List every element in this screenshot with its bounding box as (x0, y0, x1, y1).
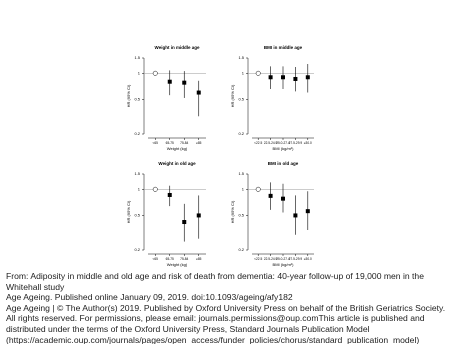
reference-point (152, 186, 158, 192)
point (268, 75, 273, 80)
y-tick-label: 1.5 (238, 55, 244, 60)
y-axis-label: HR (95% CI) (126, 84, 131, 107)
caption-url: (https://academic.oup.com/journals/pages… (6, 334, 420, 344)
reference-point (255, 70, 261, 76)
point (305, 75, 310, 80)
y-axis-label: HR (95% CI) (230, 84, 235, 107)
point (167, 79, 172, 84)
panel-title: Weight in old age (158, 161, 196, 166)
x-axis-label: Weight (kg) (167, 146, 188, 151)
y-tick-label: 0.5 (134, 213, 140, 218)
x-tick-label: <65 (153, 257, 159, 261)
figure: Weight in middle age 0.2 0.5 1 1.5 HR (95% CI… (126, 45, 314, 267)
point (281, 196, 285, 201)
x-tick-label: ≥30.0 (304, 141, 312, 145)
point (305, 209, 310, 214)
point (281, 75, 285, 80)
point (293, 213, 298, 218)
x-tick-label: ≥85 (196, 257, 202, 261)
y-tick-label: 1.5 (238, 171, 244, 176)
point (167, 192, 172, 197)
point (182, 80, 187, 85)
point (196, 213, 201, 218)
point (196, 90, 201, 95)
x-tick-label: ≥85 (196, 141, 202, 145)
x-tick-label: 75-84 (180, 141, 188, 145)
point (182, 220, 187, 225)
y-axis-label: HR (95% CI) (126, 200, 131, 223)
y-tick-label: 0.5 (238, 97, 244, 102)
x-tick-label: <22.5 (254, 141, 262, 145)
y-tick-label: 0.2 (238, 247, 244, 252)
y-axis-label: HR (95% CI) (230, 200, 235, 223)
y-tick-label: 1 (138, 186, 141, 191)
y-tick-label: 1 (242, 70, 245, 75)
x-tick-label: 25.0-27.4 (276, 141, 290, 145)
x-tick-label: 22.5-24.9 (264, 257, 278, 261)
x-tick-label: 27.5-29.9 (289, 141, 303, 145)
reference-point (255, 186, 261, 192)
panel-title: BMI in old age (268, 161, 299, 166)
x-tick-label: 22.5-24.9 (264, 141, 278, 145)
y-tick-label: 1 (138, 70, 141, 75)
x-tick-label: <22.5 (254, 257, 262, 261)
y-tick-label: 0.2 (238, 131, 244, 136)
y-tick-label: 0.2 (134, 131, 140, 136)
x-axis-label: BMI (kg/m²) (273, 146, 295, 151)
x-tick-label: 27.5-29.9 (289, 257, 303, 261)
panel-title: BMI in middle age (264, 45, 303, 50)
reference-point (152, 70, 158, 76)
x-tick-label: ≥30.0 (304, 257, 312, 261)
y-tick-label: 0.5 (134, 97, 140, 102)
x-tick-label: <65 (153, 141, 159, 145)
x-tick-label: 25.0-27.4 (276, 257, 290, 261)
caption-copyright: Age Ageing | © The Author(s) 2019. Publi… (6, 302, 446, 334)
y-tick-label: 0.2 (134, 247, 140, 252)
x-axis-label: BMI (kg/m²) (273, 262, 295, 267)
point (268, 193, 273, 198)
x-axis-label: Weight (kg) (167, 262, 188, 267)
x-tick-label: 75-84 (180, 257, 188, 261)
x-tick-label: 65-75 (166, 141, 174, 145)
y-tick-label: 1 (242, 186, 245, 191)
point (293, 76, 298, 81)
caption-citation: Age Ageing. Published online January 09,… (6, 292, 293, 303)
y-tick-label: 1.5 (134, 171, 140, 176)
x-tick-label: 65-75 (166, 257, 174, 261)
y-tick-label: 1.5 (134, 55, 140, 60)
panel-title: Weight in middle age (155, 45, 200, 50)
caption: From: Adiposity in middle and old age an… (6, 271, 446, 344)
y-tick-label: 0.5 (238, 213, 244, 218)
caption-from: From: Adiposity in middle and old age an… (6, 271, 424, 292)
